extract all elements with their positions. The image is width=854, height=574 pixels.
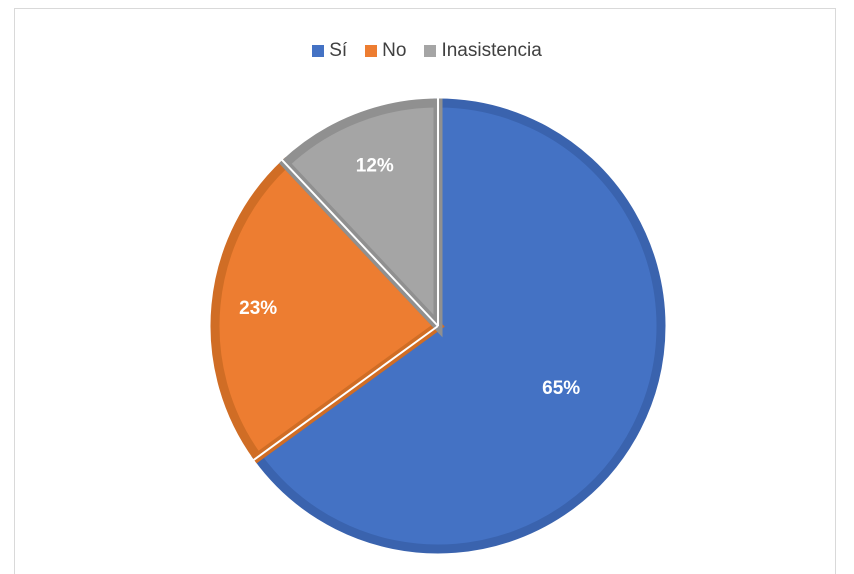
legend-swatch-si xyxy=(312,45,325,57)
legend-label-inasistencia: Inasistencia xyxy=(441,40,542,61)
legend-item-inasistencia[interactable]: Inasistencia xyxy=(424,40,542,62)
legend-label-no: No xyxy=(382,40,407,61)
data-label-si: 65% xyxy=(542,378,580,399)
data-label-inasistencia: 12% xyxy=(356,155,394,176)
legend-swatch-no xyxy=(365,45,378,57)
slice-separator xyxy=(281,159,439,327)
legend: Sí No Inasistencia xyxy=(0,40,854,62)
legend-item-si[interactable]: Sí xyxy=(312,40,347,62)
slice-separator xyxy=(252,325,439,461)
legend-item-no[interactable]: No xyxy=(365,40,406,62)
pie-slice-si[interactable] xyxy=(251,98,666,554)
legend-label-si: Sí xyxy=(329,40,348,61)
pie-slice-inasistencia[interactable] xyxy=(278,98,443,338)
legend-swatch-inasistencia xyxy=(424,45,437,57)
pie-slice-no[interactable] xyxy=(210,157,445,464)
data-label-no: 23% xyxy=(239,298,277,319)
